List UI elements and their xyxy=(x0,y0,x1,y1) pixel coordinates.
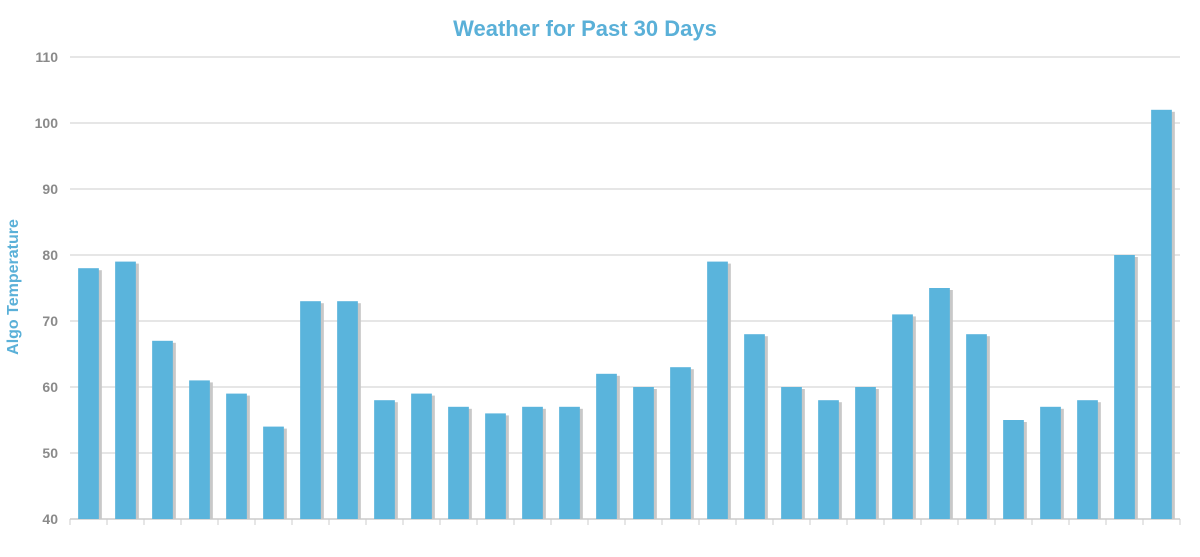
bar xyxy=(263,426,284,519)
bar xyxy=(152,340,173,519)
y-tick-label: 90 xyxy=(42,181,58,197)
y-tick-label: 80 xyxy=(42,247,58,263)
y-axis-label: Algo Temperature xyxy=(5,219,22,355)
bar xyxy=(1151,109,1172,520)
bar xyxy=(744,334,765,519)
bar xyxy=(226,393,247,519)
y-tick-label: 40 xyxy=(42,511,58,527)
bar xyxy=(1114,255,1135,519)
bar xyxy=(78,268,99,519)
bar xyxy=(1003,420,1024,519)
bar xyxy=(596,373,617,519)
bar xyxy=(337,301,358,519)
bar xyxy=(448,406,469,519)
y-tick-label: 60 xyxy=(42,379,58,395)
y-tick-label: 110 xyxy=(35,49,58,65)
bar xyxy=(929,288,950,519)
bar xyxy=(818,400,839,519)
y-axis-ticks: 40 50 60 70 80 90 100 110 xyxy=(35,49,59,527)
bar xyxy=(300,301,321,519)
chart-title: Weather for Past 30 Days xyxy=(453,16,717,41)
bar xyxy=(966,334,987,519)
bar xyxy=(633,387,654,519)
bar xyxy=(855,387,876,519)
bar xyxy=(189,380,210,519)
y-tick-label: 50 xyxy=(42,445,58,461)
bar xyxy=(559,406,580,519)
x-axis-ticks xyxy=(69,519,1181,525)
bar xyxy=(374,400,395,519)
y-tick-label: 70 xyxy=(42,313,58,329)
bar xyxy=(892,314,913,519)
bar xyxy=(707,261,728,519)
bar xyxy=(781,387,802,519)
y-tick-label: 100 xyxy=(35,115,59,131)
bar xyxy=(115,261,136,519)
bar xyxy=(1040,406,1061,519)
bar xyxy=(411,393,432,519)
bar xyxy=(670,367,691,519)
bar xyxy=(485,413,506,519)
bar xyxy=(522,406,543,519)
bars xyxy=(78,109,1175,520)
bar xyxy=(1077,400,1098,519)
